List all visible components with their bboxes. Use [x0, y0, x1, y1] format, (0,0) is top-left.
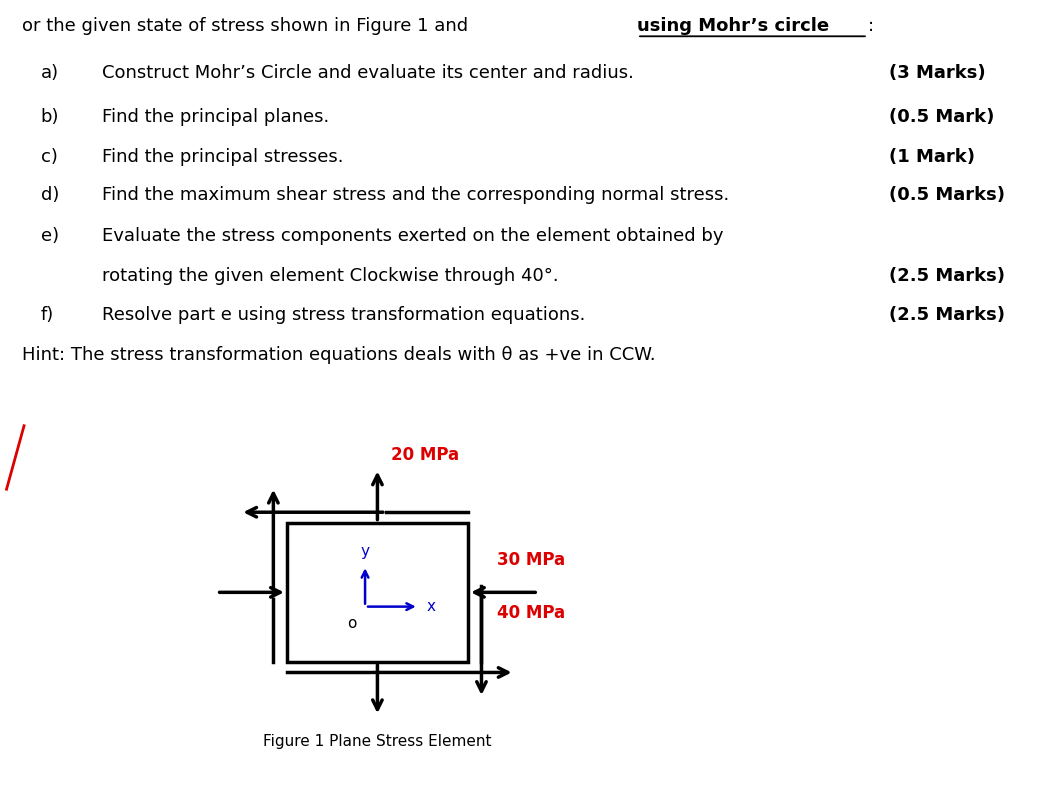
- Text: (1 Mark): (1 Mark): [890, 147, 976, 166]
- Text: using Mohr’s circle: using Mohr’s circle: [637, 17, 829, 35]
- Text: rotating the given element Clockwise through 40°.: rotating the given element Clockwise thr…: [103, 267, 559, 284]
- Text: (2.5 Marks): (2.5 Marks): [890, 306, 1006, 324]
- Text: e): e): [40, 227, 59, 245]
- Text: (2.5 Marks): (2.5 Marks): [890, 267, 1006, 284]
- Text: b): b): [40, 108, 59, 126]
- Text: f): f): [40, 306, 54, 324]
- Text: or the given state of stress shown in Figure 1 and: or the given state of stress shown in Fi…: [22, 17, 474, 35]
- Text: Resolve part e using stress transformation equations.: Resolve part e using stress transformati…: [103, 306, 585, 324]
- Text: :: :: [868, 17, 874, 35]
- Text: o: o: [347, 616, 356, 631]
- Text: 20 MPa: 20 MPa: [391, 446, 459, 464]
- Text: c): c): [40, 147, 57, 166]
- Bar: [286, 522, 468, 662]
- Text: Figure 1 Plane Stress Element: Figure 1 Plane Stress Element: [264, 734, 492, 748]
- Text: 30 MPa: 30 MPa: [497, 551, 565, 568]
- Text: 40 MPa: 40 MPa: [497, 604, 565, 622]
- Text: Find the principal stresses.: Find the principal stresses.: [103, 147, 344, 166]
- Text: y: y: [360, 544, 370, 559]
- Text: Evaluate the stress components exerted on the element obtained by: Evaluate the stress components exerted o…: [103, 227, 723, 245]
- Text: x: x: [427, 599, 436, 615]
- Text: a): a): [40, 64, 59, 82]
- Text: Find the maximum shear stress and the corresponding normal stress.: Find the maximum shear stress and the co…: [103, 185, 730, 204]
- Text: Find the principal planes.: Find the principal planes.: [103, 108, 330, 126]
- Text: (0.5 Mark): (0.5 Mark): [890, 108, 994, 126]
- Text: d): d): [40, 185, 59, 204]
- Text: Construct Mohr’s Circle and evaluate its center and radius.: Construct Mohr’s Circle and evaluate its…: [103, 64, 634, 82]
- Text: (3 Marks): (3 Marks): [890, 64, 986, 82]
- Text: (0.5 Marks): (0.5 Marks): [890, 185, 1006, 204]
- Text: Hint: The stress transformation equations deals with θ as +ve in CCW.: Hint: The stress transformation equation…: [22, 346, 656, 364]
